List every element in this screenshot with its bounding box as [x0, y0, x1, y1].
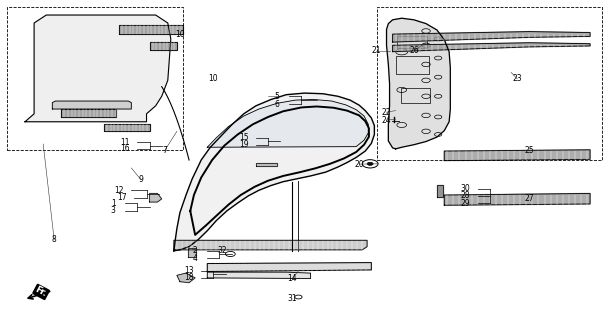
Text: 22: 22: [382, 108, 391, 117]
Text: 10: 10: [175, 30, 185, 39]
Polygon shape: [444, 150, 590, 161]
Polygon shape: [104, 124, 150, 131]
Text: 28: 28: [461, 191, 470, 200]
Polygon shape: [256, 163, 277, 166]
Text: 3: 3: [111, 206, 116, 215]
Polygon shape: [150, 42, 177, 50]
Bar: [397, 36, 428, 49]
Polygon shape: [52, 101, 132, 109]
Text: 8: 8: [52, 235, 57, 244]
Text: 19: 19: [239, 140, 248, 149]
Polygon shape: [393, 43, 590, 52]
Text: 13: 13: [185, 266, 194, 275]
Polygon shape: [207, 100, 368, 147]
Text: 27: 27: [524, 194, 534, 204]
Text: 29: 29: [460, 198, 470, 207]
Polygon shape: [444, 194, 590, 205]
Bar: [401, 88, 430, 103]
Text: 18: 18: [185, 273, 194, 282]
Polygon shape: [150, 194, 162, 202]
Text: Fr.: Fr.: [33, 285, 49, 299]
Text: 14: 14: [287, 274, 297, 283]
Text: 24: 24: [382, 116, 392, 125]
Polygon shape: [393, 32, 590, 42]
Text: 12: 12: [114, 186, 124, 195]
Text: 1: 1: [111, 198, 116, 207]
Polygon shape: [387, 18, 450, 149]
Circle shape: [367, 162, 373, 165]
Polygon shape: [177, 273, 195, 283]
Text: 16: 16: [121, 144, 130, 153]
Text: 7: 7: [163, 146, 167, 155]
Text: 11: 11: [121, 138, 130, 147]
Polygon shape: [174, 93, 375, 251]
Polygon shape: [174, 240, 367, 250]
Polygon shape: [437, 186, 443, 197]
Text: 20: 20: [354, 160, 364, 169]
Text: 4: 4: [192, 254, 197, 263]
Polygon shape: [207, 263, 371, 271]
Polygon shape: [207, 272, 311, 278]
Text: 32: 32: [217, 246, 227, 255]
Text: 23: 23: [512, 74, 522, 83]
Text: 6: 6: [275, 100, 280, 109]
Text: 26: 26: [409, 46, 418, 55]
Polygon shape: [188, 248, 196, 257]
Text: 21: 21: [371, 46, 381, 55]
Bar: [396, 56, 429, 74]
Text: 31: 31: [287, 294, 297, 303]
Polygon shape: [119, 25, 183, 34]
Text: 15: 15: [239, 133, 248, 142]
Text: 10: 10: [208, 74, 218, 83]
Text: 25: 25: [524, 146, 534, 155]
Text: 30: 30: [460, 184, 470, 193]
Text: 2: 2: [193, 246, 197, 255]
Polygon shape: [25, 15, 171, 122]
Text: 17: 17: [118, 193, 127, 202]
Text: 5: 5: [275, 92, 280, 101]
Polygon shape: [62, 109, 116, 117]
Text: 9: 9: [138, 175, 143, 184]
